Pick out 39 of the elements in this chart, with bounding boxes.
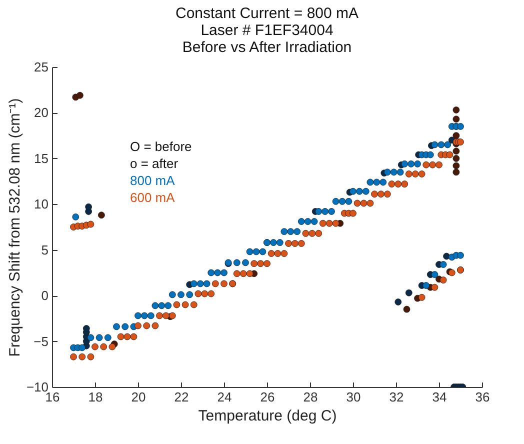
chart-title: Constant Current = 800 mA Laser # F1EF34004 Before vs After Irradiation: [175, 5, 359, 56]
y-tick-label: −5: [34, 334, 48, 349]
point: [394, 298, 402, 306]
y-tick-label: −10: [26, 380, 48, 394]
text: 800 mA: [130, 173, 176, 188]
x-tick-label: 34: [432, 390, 447, 404]
point: [452, 148, 460, 155]
point: [452, 116, 460, 123]
point: [82, 325, 90, 332]
text: 600 mA: [130, 190, 176, 205]
point: [98, 212, 105, 219]
y-tick-label: 25: [34, 60, 48, 74]
x-tick-label: 28: [303, 390, 318, 404]
point: [85, 203, 92, 210]
y-tick-label: 0: [41, 288, 48, 304]
y-tick-label: 5: [41, 242, 48, 258]
x-axis-title: Temperature (deg C): [198, 408, 337, 424]
x-tick-label: 20: [131, 390, 146, 404]
x-tick-label: 26: [260, 390, 275, 404]
x-tick-label: 36: [475, 390, 490, 404]
y-tick-label: 15: [34, 150, 48, 166]
point: [452, 132, 460, 140]
point: [76, 92, 84, 99]
x-tick-label: 30: [346, 390, 361, 404]
y-axis-title: Frequency Shift from 532.08 nm (cm⁻¹): [6, 98, 24, 357]
x-tick-label: 22: [174, 390, 189, 404]
y-tick-label: 20: [34, 105, 48, 120]
x-tick-label: 18: [88, 390, 103, 404]
point: [452, 154, 460, 162]
y-tick-label: 10: [34, 196, 48, 212]
annotation: o = after: [130, 156, 179, 171]
point: [452, 162, 460, 170]
point: [403, 306, 410, 313]
x-tick-label: 32: [389, 390, 404, 404]
x-tick-label: 24: [217, 390, 232, 404]
point: [452, 106, 460, 114]
point: [405, 289, 412, 296]
annotation: O = before: [130, 139, 192, 154]
point: [452, 168, 460, 176]
